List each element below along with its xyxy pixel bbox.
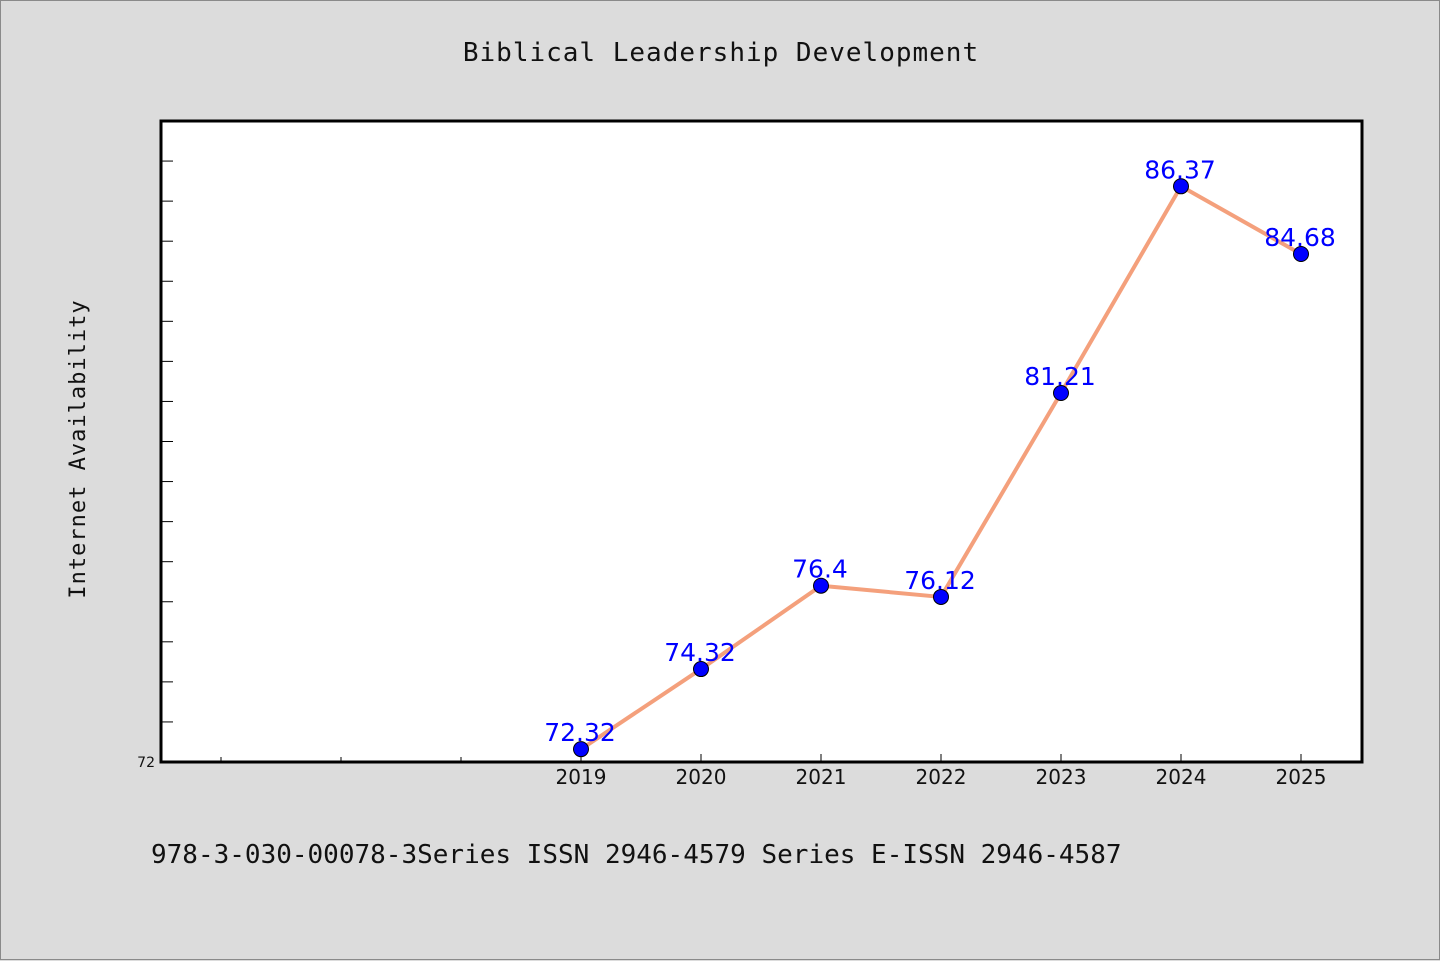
footer-isbn-issn: 978-3-030-00078-3Series ISSN 2946-4579 S…: [151, 840, 1122, 870]
y-tick-label: 72: [137, 755, 155, 771]
data-point-label: 72.32: [544, 718, 616, 747]
data-point-marker: [1053, 385, 1069, 402]
x-tick-label: 2019: [556, 765, 607, 789]
y-axis-ticks: 72: [137, 160, 173, 771]
data-point-label: 76.4: [792, 555, 848, 584]
x-axis-minor-ticks: [220, 757, 462, 762]
x-tick-label: 2021: [796, 765, 847, 789]
plot-area: [159, 119, 1364, 764]
x-tick-label: 2025: [1276, 765, 1327, 789]
data-point-label: 86.37: [1144, 155, 1216, 184]
data-point-marker: [1293, 246, 1309, 263]
series-layer: 72.32 74.32 76.4 76.12 81.21 86.37 84.68: [544, 155, 1336, 758]
x-tick-label: 2023: [1036, 765, 1087, 789]
chart-title: Biblical Leadership Development: [463, 38, 979, 68]
data-point-label: 84.68: [1264, 223, 1336, 252]
data-point-marker: [813, 577, 829, 594]
x-tick-label: 2024: [1156, 765, 1207, 789]
x-tick-label: 2022: [916, 765, 967, 789]
x-tick-label: 2020: [676, 765, 727, 789]
data-point-marker: [933, 588, 949, 605]
y-axis-label: Internet Availability: [66, 299, 91, 598]
x-axis-tick-labels: 2019 2020 2021 2022 2023 2024 2025: [556, 754, 1327, 789]
data-point-marker: [1173, 178, 1189, 195]
data-point-label: 81.21: [1024, 362, 1096, 391]
data-point-label: 76.12: [904, 566, 976, 595]
data-point-marker: [573, 741, 589, 758]
data-point-marker: [693, 661, 709, 678]
data-point-label: 74.32: [664, 638, 736, 667]
